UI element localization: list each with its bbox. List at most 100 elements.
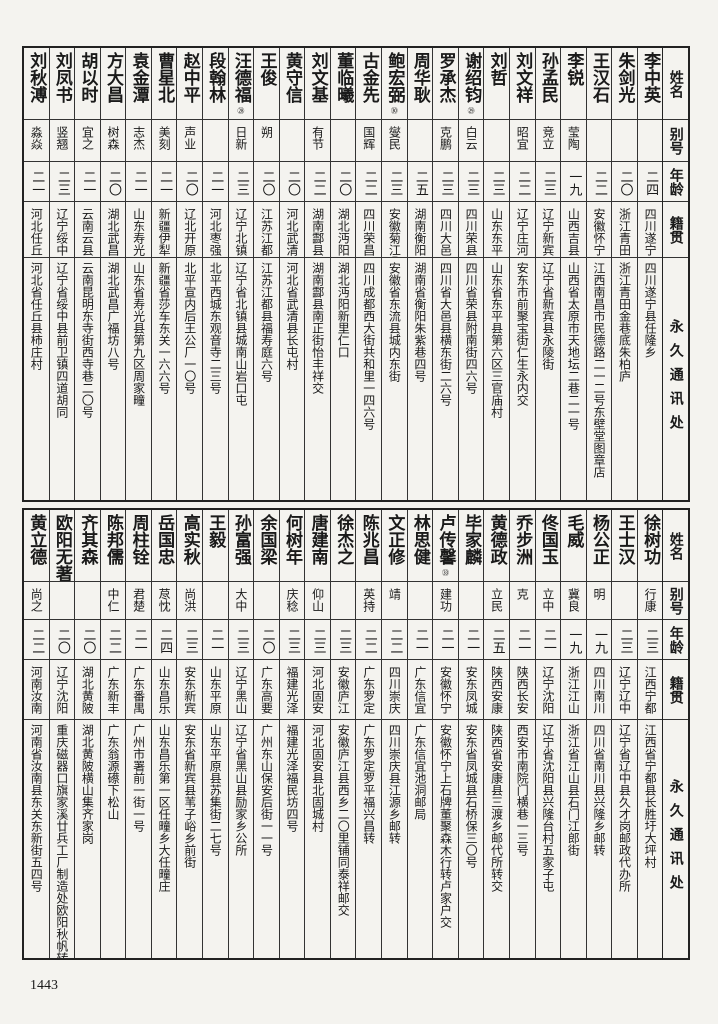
table-row: 刘秋溥 淼焱 二一 河北任丘 河北省任丘县柿庄村 bbox=[23, 48, 49, 500]
person-name: 刘文祥 bbox=[512, 52, 533, 103]
alias-cell bbox=[203, 120, 228, 162]
alias-cell bbox=[279, 120, 305, 162]
name-cell: 胡以时 bbox=[75, 48, 100, 120]
age: 二〇 bbox=[259, 628, 275, 654]
name-cell: 欧阳无著 bbox=[49, 510, 75, 582]
origin: 山东寿光 bbox=[131, 208, 146, 256]
table-row: 佟国玉 立中 二一 辽宁沈阳 辽宁省沈阳县兴隆台村五家子屯 bbox=[534, 510, 561, 958]
origin-cell: 安徽怀宁 bbox=[433, 660, 458, 720]
person-name: 鲍宏弼 bbox=[384, 52, 405, 103]
header-name: 姓名 bbox=[667, 531, 684, 560]
person-name: 高实秋 bbox=[179, 514, 200, 565]
roster-table-bottom: 姓名 别号 年龄 籍贯 永久通讯处 徐树功 行康 二三 江西宁都 江西省宁都县长胜圩大坪村 王士汉二… bbox=[22, 508, 690, 960]
person-name: 黄立德 bbox=[26, 514, 47, 565]
address: 安东省凤城县石桥保三〇号 bbox=[464, 724, 479, 868]
name-cell: 罗承杰 bbox=[433, 48, 458, 120]
person-name: 李中英 bbox=[640, 52, 661, 103]
address-cell: 新疆省莎车东关一六六号 bbox=[152, 258, 177, 500]
address: 辽宁省绥中县前卫镇四道胡同 bbox=[54, 262, 69, 418]
alias: 朔 bbox=[259, 126, 274, 138]
person-name: 孙富强 bbox=[230, 514, 251, 565]
alias: 宜之 bbox=[80, 126, 95, 150]
table-row: 刘凤书 竖翘 二三 辽宁绥中 辽宁省绥中县前卫镇四道胡同 bbox=[48, 48, 75, 500]
alias-cell: 行康 bbox=[637, 582, 663, 620]
address: 湖南省衡阳朱紫巷四号 bbox=[412, 262, 427, 382]
age: 二〇 bbox=[54, 628, 70, 654]
header-name-cell: 姓名 bbox=[663, 510, 688, 582]
table-row: 王汉石 二二 安徽怀宁 江西南昌市民德路二一二号东壁堂图章店 bbox=[585, 48, 612, 500]
origin: 辽宁黑山 bbox=[233, 666, 248, 714]
age-cell: 二一 bbox=[126, 620, 151, 660]
person-name: 何树年 bbox=[282, 514, 303, 565]
person-name: 孙孟民 bbox=[537, 52, 558, 103]
address-cell: 广东信宜池洞邮局 bbox=[408, 720, 433, 958]
person-name: 王俊 bbox=[256, 52, 277, 86]
header-alias: 别号 bbox=[667, 586, 684, 615]
age: 二四 bbox=[643, 170, 659, 196]
person-name: 刘哲 bbox=[486, 52, 507, 86]
alias: 冀良 bbox=[566, 588, 581, 612]
origin-cell: 山东寿光 bbox=[126, 202, 151, 258]
age: 二一 bbox=[29, 170, 45, 196]
address-cell: 广东翁源礤下松山 bbox=[101, 720, 126, 958]
alias-cell bbox=[330, 582, 356, 620]
table-row: 方大昌 树森 二〇 湖北武昌 湖北武昌广福坊八号 bbox=[99, 48, 126, 500]
table-row: 齐其森 二〇 湖北黄陂 湖北黄陂横山集齐家岗 bbox=[74, 510, 100, 958]
age-cell: 二一 bbox=[203, 162, 228, 202]
address: 山东昌乐第一区任疃乡大任疃庄 bbox=[157, 724, 172, 892]
address: 辽宁省新宾县永陵街 bbox=[540, 262, 555, 370]
name-cell: 赵中平 bbox=[177, 48, 203, 120]
address-cell: 江西省宁都县长胜圩大坪村 bbox=[638, 720, 663, 958]
origin: 江西宁都 bbox=[643, 666, 658, 714]
origin: 安东新宾 bbox=[182, 666, 197, 714]
address-cell: 重庆磁器口旗家溪廿兵工厂制造处欧阳秋帆转 bbox=[50, 720, 75, 958]
alias: 淼焱 bbox=[29, 126, 44, 150]
table-row: 余国梁 二〇 广东高要 广州东山保安后街一一号 bbox=[253, 510, 279, 958]
origin-cell: 安徽菊江㉛ bbox=[382, 202, 407, 258]
table-row: 孙富强 大中 二三 辽宁黑山 辽宁省黑山县励家乡公所 bbox=[227, 510, 254, 958]
person-name: 胡以时 bbox=[77, 52, 98, 103]
address-cell: 辽宁省黑山县励家乡公所 bbox=[229, 720, 254, 958]
age-cell: 二二 bbox=[356, 620, 382, 660]
age: 二二 bbox=[387, 628, 403, 654]
age: 二二 bbox=[515, 170, 531, 196]
address: 河北省武清县长屯村 bbox=[285, 262, 300, 370]
alias-cell: 英持 bbox=[356, 582, 382, 620]
age-cell: 二〇 bbox=[254, 162, 279, 202]
age-cell: 二一 bbox=[151, 162, 177, 202]
table-row: 周柱铨 君楚 二一 广东番禺 广州市署前一街一号 bbox=[125, 510, 151, 958]
age: 二二 bbox=[105, 628, 121, 654]
alias-cell: 建功 bbox=[433, 582, 458, 620]
origin: 河北枣强 bbox=[208, 208, 223, 256]
table-row: 李中英 二四 四川遂宁 四川遂宁县任隆乡 bbox=[636, 48, 663, 500]
name-cell: 刘凤书 bbox=[49, 48, 75, 120]
age-cell: 二五 bbox=[407, 162, 433, 202]
address-cell: 河北省武清县长屯村 bbox=[280, 258, 305, 500]
table-row: 周华耿 二五 湖南衡阳 湖南省衡阳朱紫巷四号 bbox=[406, 48, 433, 500]
age-cell: 二三 bbox=[330, 620, 356, 660]
table-row: 朱剑光 二〇 浙江青田 浙江青田金巷底朱柏庐 bbox=[611, 48, 637, 500]
person-name: 徐树功 bbox=[640, 514, 661, 565]
table-row: 徐杰之 二三 安徽庐江 安徽庐江县西乡二〇里铺同泰祥邮交 bbox=[329, 510, 356, 958]
alias: 克鹏 bbox=[438, 126, 453, 150]
table-row: 陈邦儒 中仁 二二 广东新丰 广东翁源礤下松山 bbox=[99, 510, 126, 958]
age-cell: 二一 bbox=[75, 162, 100, 202]
address-cell: 北平宣内后王公厂一〇号 bbox=[177, 258, 202, 500]
alias: 昭宜 bbox=[515, 126, 530, 150]
address: 广州市署前一街一号 bbox=[131, 724, 146, 832]
address: 北平西城东观音寺二三号 bbox=[208, 262, 223, 394]
age: 二一 bbox=[208, 170, 224, 196]
age: 二三 bbox=[617, 628, 633, 654]
age: 二〇 bbox=[259, 170, 275, 196]
address: 四川省南川县兴隆乡邮转 bbox=[591, 724, 606, 856]
origin: 陕西安康 bbox=[489, 666, 504, 714]
table-row: 陈兆昌 英持 二二 广东罗定 广东罗定罗平福兴昌转 bbox=[355, 510, 382, 958]
person-name: 朱剑光 bbox=[614, 52, 635, 103]
age: 二三 bbox=[489, 170, 505, 196]
origin-cell: 陕西长安 bbox=[509, 660, 535, 720]
alias-cell bbox=[49, 582, 75, 620]
person-name: 赵中平 bbox=[179, 52, 200, 103]
table-row: 杨公正明一九 四川南川 四川省南川县兴隆乡邮转 bbox=[585, 510, 612, 958]
alias-cell: 有节 bbox=[305, 120, 330, 162]
